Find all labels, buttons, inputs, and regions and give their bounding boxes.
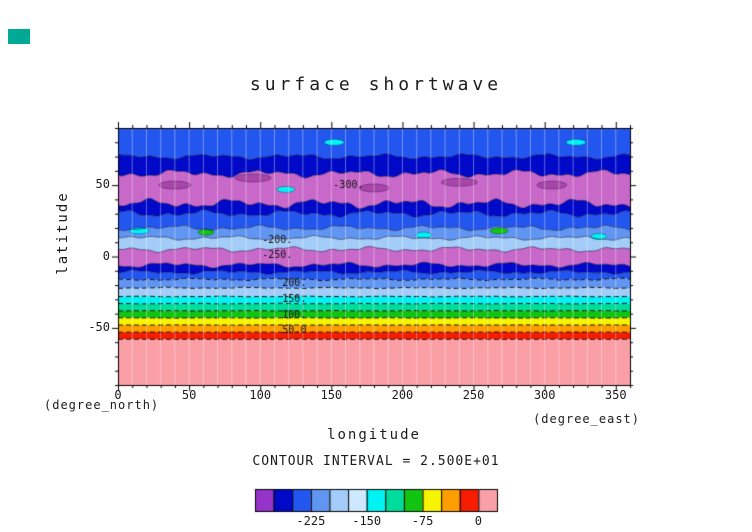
x-tick-label: 200 [391, 388, 414, 402]
x-axis-unit: (degree_east) [533, 412, 640, 426]
y-tick-label: 0 [102, 248, 110, 263]
x-tick-label: 100 [249, 388, 272, 402]
x-tick-label: 350 [604, 388, 627, 402]
contour-interval-label: CONTOUR INTERVAL = 2.500E+01 [252, 454, 500, 469]
colorbar-tick-label: -225 [296, 514, 326, 528]
y-tick-label: 50 [95, 177, 110, 192]
x-tick-label: 150 [320, 388, 343, 402]
x-axis-label: longitude [327, 427, 421, 443]
colorbar-tick-label: 0 [474, 514, 482, 528]
y-axis-label: latitude [55, 191, 71, 275]
x-tick-label: 300 [533, 388, 556, 402]
colorbar-tick-label: -75 [411, 514, 434, 528]
x-tick-label: 250 [462, 388, 485, 402]
x-tick-label: 0 [114, 388, 122, 402]
y-axis-unit: (degree_north) [44, 398, 160, 412]
colorbar-tick-label: -150 [352, 514, 382, 528]
y-tick-label: -50 [88, 319, 110, 334]
x-tick-label: 50 [181, 388, 197, 402]
